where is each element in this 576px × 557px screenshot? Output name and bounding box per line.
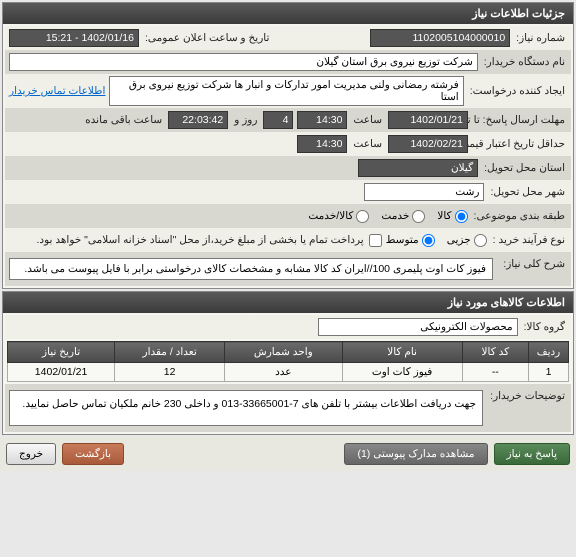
col-row: ردیف (529, 342, 569, 363)
category-label: طبقه بندی موضوعی: (472, 210, 567, 222)
group-value: محصولات الکترونیکی (318, 318, 518, 336)
contact-link[interactable]: اطلاعات تماس خریدار (9, 85, 105, 97)
panel2-title: اطلاعات کالاهای مورد نیاز (3, 292, 573, 313)
pt-note-check[interactable]: پرداخت تمام یا بخشی از مبلغ خرید،از محل … (35, 234, 382, 247)
notes-label: توضیحات خریدار: (487, 390, 567, 402)
requester-label: ایجاد کننده درخواست: (468, 85, 567, 97)
purchase-type-group: جزیی متوسط (386, 234, 487, 247)
need-number-label: شماره نیاز: (514, 32, 567, 44)
remain-days: 4 (263, 111, 293, 129)
announce-value: 1402/01/16 - 15:21 (9, 29, 139, 47)
province-value: گیلان (358, 159, 478, 177)
validity-time: 14:30 (297, 135, 347, 153)
panel1-title: جزئیات اطلاعات نیاز (3, 3, 573, 24)
col-unit: واحد شمارش (225, 342, 342, 363)
desc-value: فیوز کات اوت پلیمری 100//ایران کد کالا م… (9, 258, 493, 280)
buyer-value: شرکت توزیع نیروی برق استان گیلان (9, 53, 478, 71)
deadline-time: 14:30 (297, 111, 347, 129)
button-bar: پاسخ به نیاز مشاهده مدارک پیوستی (1) باز… (0, 437, 576, 471)
respond-button[interactable]: پاسخ به نیاز (494, 443, 570, 465)
validity-label: حداقل تاریخ اعتبار قیمت: تا تاریخ: (472, 138, 567, 150)
province-label: استان محل تحویل: (482, 162, 567, 174)
back-button[interactable]: بازگشت (62, 443, 124, 465)
buyer-label: نام دستگاه خریدار: (482, 56, 567, 68)
col-code: کد کالا (462, 342, 528, 363)
time-label-1: ساعت (351, 114, 384, 126)
cat-service-radio[interactable]: خدمت (381, 210, 425, 223)
remain-label: ساعت باقی مانده (83, 114, 164, 126)
col-name: نام کالا (342, 342, 462, 363)
goods-table: ردیف کد کالا نام کالا واحد شمارش تعداد /… (7, 341, 569, 382)
city-value: رشت (364, 183, 484, 201)
group-label: گروه کالا: (522, 321, 567, 333)
table-row[interactable]: 1 -- فیوز کات اوت عدد 12 1402/01/21 (8, 363, 569, 382)
validity-date: 1402/02/21 (388, 135, 468, 153)
col-date: تاریخ نیاز (8, 342, 115, 363)
category-radio-group: کالا خدمت کالا/خدمت (308, 210, 467, 223)
need-details-panel: جزئیات اطلاعات نیاز شماره نیاز: 11020051… (2, 2, 574, 289)
requester-value: فرشته رمضانی ولنی مدیریت امور تدارکات و … (109, 76, 463, 106)
desc-label: شرح کلی نیاز: (497, 258, 567, 270)
day-hour-label: روز و (232, 114, 259, 126)
deadline-label: مهلت ارسال پاسخ: تا تاریخ: (472, 114, 567, 126)
purchase-type-label: نوع فرآیند خرید : (491, 234, 567, 246)
remain-time: 22:03:42 (168, 111, 228, 129)
notes-value: جهت دریافت اطلاعات بیشتر با تلفن های 7-3… (9, 390, 483, 426)
pt-medium-radio[interactable]: متوسط (386, 234, 435, 247)
time-label-2: ساعت (351, 138, 384, 150)
attachments-button[interactable]: مشاهده مدارک پیوستی (1) (344, 443, 487, 465)
need-number-value: 1102005104000010 (370, 29, 510, 47)
deadline-date: 1402/01/21 (388, 111, 468, 129)
cat-goods-radio[interactable]: کالا (437, 210, 467, 223)
cat-both-radio[interactable]: کالا/خدمت (308, 210, 369, 223)
pt-partial-radio[interactable]: جزیی (447, 234, 487, 247)
city-label: شهر محل تحویل: (488, 186, 567, 198)
goods-info-panel: اطلاعات کالاهای مورد نیاز گروه کالا: محص… (2, 291, 574, 435)
exit-button[interactable]: خروج (6, 443, 56, 465)
announce-label: تاریخ و ساعت اعلان عمومی: (143, 32, 271, 44)
col-qty: تعداد / مقدار (115, 342, 225, 363)
